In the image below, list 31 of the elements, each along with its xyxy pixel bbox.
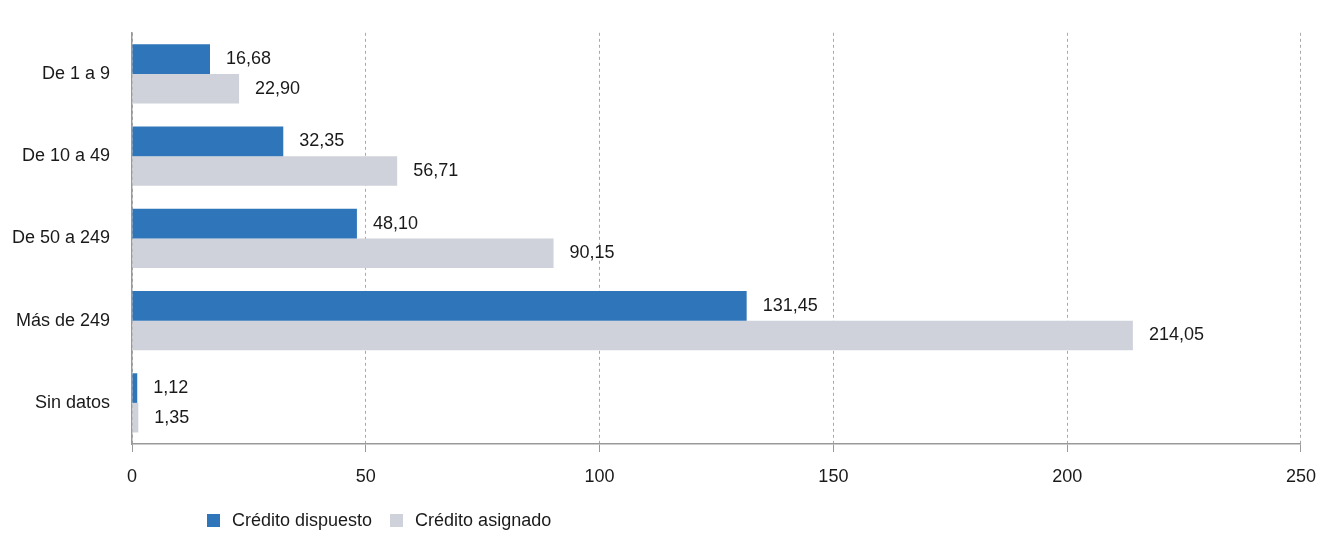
y-tick-label: Más de 249 bbox=[15, 309, 110, 330]
x-tick-label: 0 bbox=[126, 465, 138, 486]
y-tick-label: Sin datos bbox=[34, 391, 110, 412]
data-label: 32,35 bbox=[299, 130, 345, 151]
data-label: 56,71 bbox=[413, 159, 459, 180]
data-label: 90,15 bbox=[569, 242, 615, 263]
x-tick-label: 100 bbox=[584, 465, 615, 486]
data-label: 16,68 bbox=[225, 48, 272, 69]
data-label: 1,12 bbox=[153, 377, 189, 398]
x-tick-label: 250 bbox=[1285, 465, 1317, 486]
bar bbox=[132, 44, 210, 74]
bar bbox=[132, 291, 747, 321]
y-tick-label: De 10 a 49 bbox=[21, 145, 110, 166]
bar bbox=[132, 208, 357, 239]
y-tick-label: De 50 a 249 bbox=[11, 227, 110, 248]
x-tick-label: 50 bbox=[355, 465, 376, 486]
legend-label: Crédito dispuesto bbox=[232, 509, 373, 531]
bar bbox=[132, 126, 284, 157]
y-tick-label: De 1 a 9 bbox=[41, 62, 110, 83]
x-tick-label: 200 bbox=[1052, 465, 1083, 486]
bar bbox=[132, 156, 398, 186]
legend-label: Crédito asignado bbox=[415, 509, 552, 531]
data-label: 1,35 bbox=[154, 406, 190, 427]
bar bbox=[132, 73, 240, 104]
data-label: 22,90 bbox=[255, 77, 301, 98]
data-label: 131,45 bbox=[762, 294, 818, 315]
data-label: 48,10 bbox=[372, 212, 418, 233]
bar bbox=[132, 238, 554, 269]
x-tick-label: 150 bbox=[818, 465, 849, 486]
data-label: 214,05 bbox=[1148, 324, 1204, 345]
bar bbox=[132, 320, 1133, 351]
